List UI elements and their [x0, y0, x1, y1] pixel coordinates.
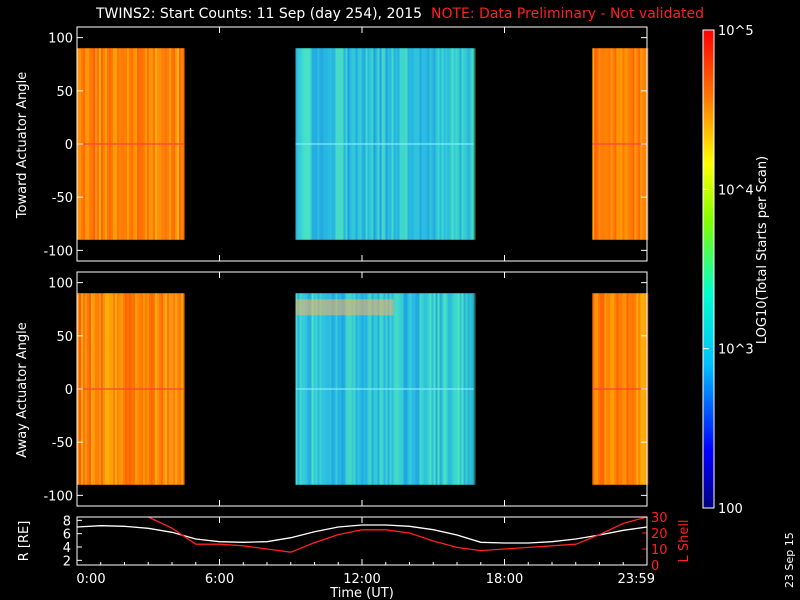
colorbar-tick-label: 10^3 — [718, 343, 754, 358]
orbit-panel-frame — [76, 516, 648, 566]
r-ytick-label: 4 — [63, 541, 71, 556]
toward-panel: 100 50 0 -50 -100 — [43, 27, 649, 261]
away-panel-frame — [76, 271, 648, 507]
heatmap-column — [473, 293, 476, 485]
colorbar-label: LOG10(Total Starts per Scan) — [755, 156, 770, 344]
lshell-ytick-label: 0 — [651, 559, 659, 574]
heatmap-column — [473, 48, 476, 240]
r-series-line — [76, 524, 648, 544]
lshell-ytick-label: 20 — [651, 527, 668, 542]
lshell-ylabel: L Shell — [677, 519, 692, 562]
heatmap-column — [183, 293, 185, 485]
toward-panel-frame — [76, 26, 648, 262]
ytick-label: -100 — [43, 244, 73, 259]
ytick-label: 0 — [65, 138, 73, 153]
xtick-label: 0:00 — [76, 572, 105, 587]
ytick-label: 50 — [56, 85, 73, 100]
lshell-ytick-label: 30 — [651, 511, 668, 526]
colorbar-tick-label: 10^5 — [718, 24, 754, 39]
away-ylabel: Away Actuator Angle — [15, 322, 30, 457]
r-ytick-label: 6 — [63, 528, 71, 543]
r-ytick-label: 8 — [63, 514, 71, 529]
lshell-series-line — [148, 516, 648, 553]
chart-title: TWINS2: Start Counts: 11 Sep (day 254), … — [0, 6, 800, 22]
heatmap-column — [183, 48, 185, 240]
ytick-label: 100 — [48, 277, 73, 292]
ytick-label: 0 — [65, 383, 73, 398]
away-panel: 100 50 0 -50 -100 — [43, 272, 649, 506]
xaxis-label: Time (UT) — [329, 586, 394, 600]
colorbar — [702, 29, 715, 509]
toward-ylabel: Toward Actuator Angle — [15, 72, 30, 219]
ytick-label: 100 — [48, 32, 73, 47]
colorbar-tick-label: 100 — [718, 502, 743, 517]
heatmap-highlight — [295, 299, 394, 316]
colorbar-ticks: 10^5 10^4 10^3 100 — [703, 24, 754, 517]
ytick-label: 50 — [56, 330, 73, 345]
title-main: TWINS2: Start Counts: 11 Sep (day 254), … — [95, 6, 423, 22]
title-note: NOTE: Data Preliminary - Not validated — [431, 6, 705, 22]
date-stamp: 23 Sep 15 — [783, 532, 796, 588]
ytick-label: -50 — [52, 191, 73, 206]
xtick-label: 18:00 — [486, 572, 523, 587]
xtick-label: 23:59 — [618, 572, 655, 587]
lshell-ytick-label: 10 — [651, 543, 668, 558]
colorbar-tick-label: 10^4 — [718, 183, 754, 198]
r-ytick-label: 2 — [63, 554, 71, 569]
ytick-label: -100 — [43, 489, 73, 504]
xtick-label: 12:00 — [343, 572, 380, 587]
r-ylabel: R [RE] — [17, 521, 32, 562]
xtick-label: 6:00 — [205, 572, 234, 587]
ytick-label: -50 — [52, 436, 73, 451]
